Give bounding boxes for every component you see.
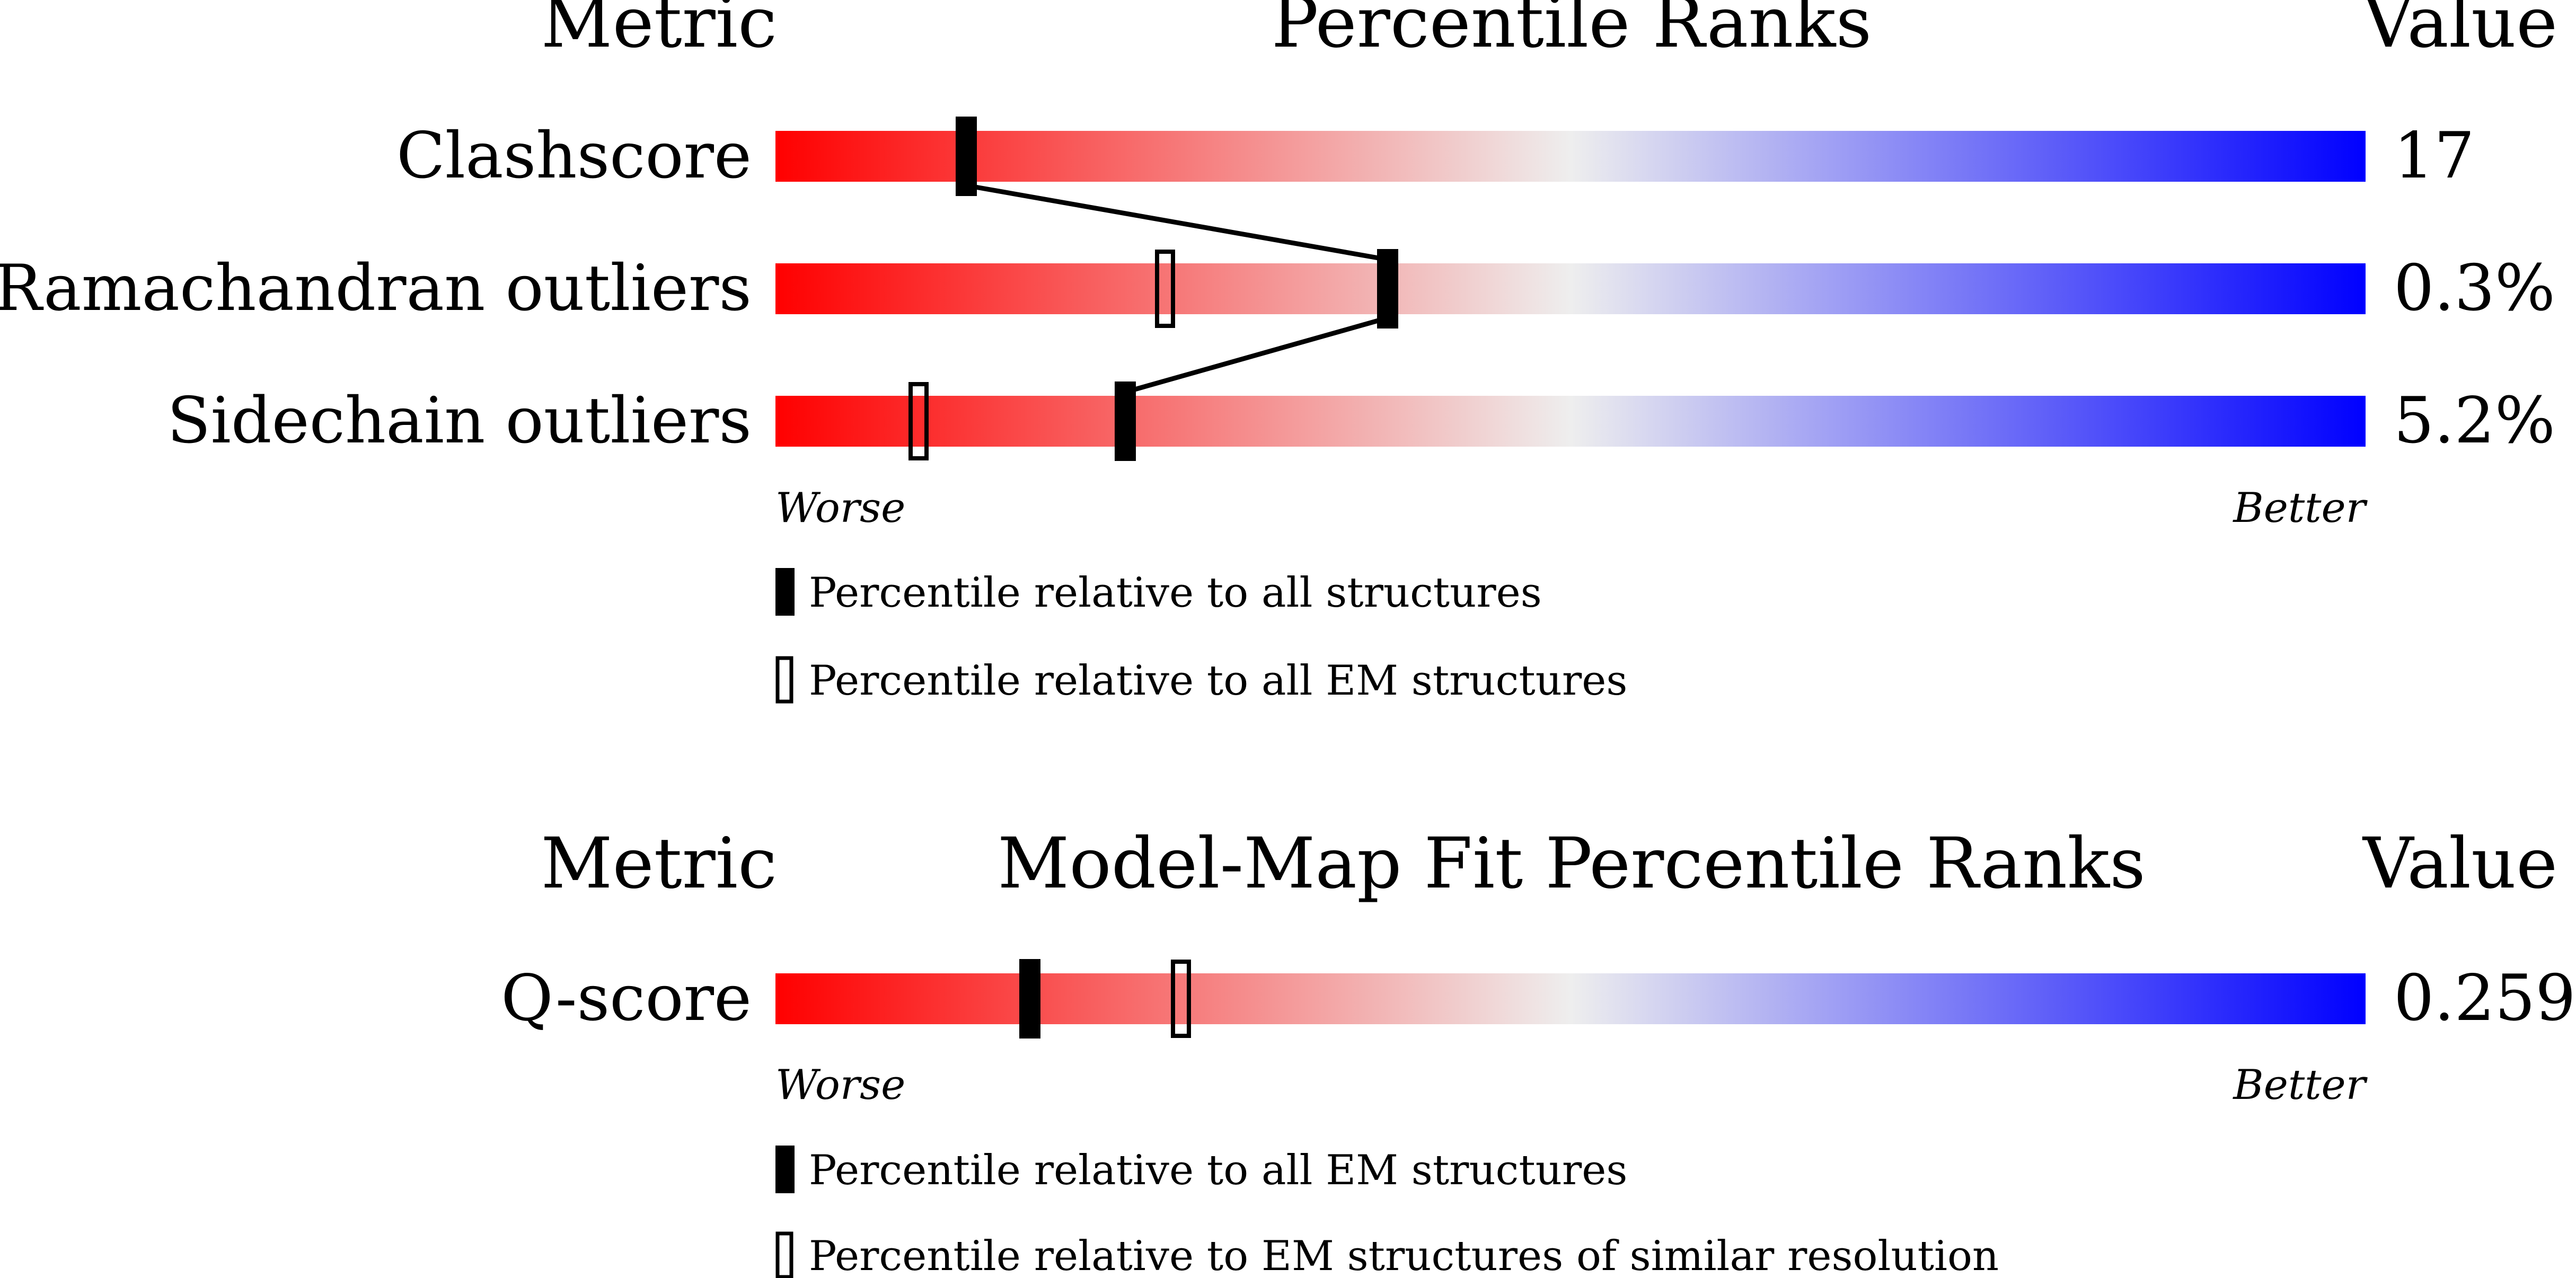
legend-item: Percentile relative to EM structures of … <box>775 1231 1999 1278</box>
metric-label: Ramachandran outliers <box>0 252 752 325</box>
legend-label: Percentile relative to all EM structures <box>809 1147 1627 1194</box>
legend-label: Percentile relative to all structures <box>809 569 1542 617</box>
percentile-gradient-bar <box>775 396 2366 447</box>
metric-value: 0.3% <box>2394 252 2555 325</box>
filled-percentile-marker <box>1377 249 1398 329</box>
better-label-2: Better <box>2232 1061 2368 1109</box>
percentile-connector-line <box>1124 315 1389 395</box>
legend-label: Percentile relative to EM structures of … <box>809 1232 1999 1278</box>
metric-label: Sidechain outliers <box>167 384 752 458</box>
legend-open-marker-swatch <box>775 656 793 704</box>
filled-percentile-marker <box>1115 381 1136 461</box>
percentile-gradient-bar <box>775 263 2366 314</box>
metric-header: Metric <box>541 0 777 64</box>
metric-value: 17 <box>2394 119 2475 193</box>
metric-row: Q-score 0.259 <box>501 959 2576 1039</box>
legend-filled-marker-swatch <box>775 568 795 616</box>
metric-row: Clashscore 17 <box>396 117 2475 196</box>
model-map-fit-title: Model-Map Fit Percentile Ranks <box>998 823 2146 904</box>
legend-open-marker-swatch <box>775 1231 793 1278</box>
worse-label-2: Worse <box>775 1061 905 1109</box>
metric-value: 5.2% <box>2394 384 2555 458</box>
legend-item: Percentile relative to all EM structures <box>775 656 1627 705</box>
legend-filled-marker-swatch <box>775 1146 795 1193</box>
filled-percentile-marker <box>1019 959 1040 1039</box>
metric-header-2: Metric <box>541 823 777 904</box>
worse-label: Worse <box>775 484 905 532</box>
filled-percentile-marker <box>956 117 977 196</box>
legend-item: Percentile relative to all structures <box>775 568 1542 617</box>
percentile-gradient-bar <box>775 131 2366 182</box>
metric-row: Ramachandran outliers 0.3% <box>0 249 2555 329</box>
percentile-connector-line <box>966 183 1388 262</box>
better-label: Better <box>2232 484 2368 532</box>
value-header: Value <box>2362 0 2557 64</box>
metric-label: Q-score <box>501 962 752 1035</box>
open-percentile-marker <box>1171 960 1191 1038</box>
open-percentile-marker <box>908 382 929 460</box>
percentile-gradient-bar <box>775 973 2366 1024</box>
metric-label: Clashscore <box>396 119 752 193</box>
metric-row: Sidechain outliers 5.2% <box>167 381 2555 461</box>
open-percentile-marker <box>1155 250 1175 328</box>
percentile-ranks-title: Percentile Ranks <box>1272 0 1872 64</box>
value-header-2: Value <box>2362 823 2557 904</box>
legend-label: Percentile relative to all EM structures <box>809 657 1627 705</box>
legend-item: Percentile relative to all EM structures <box>775 1146 1627 1194</box>
metric-value: 0.259 <box>2394 962 2576 1035</box>
